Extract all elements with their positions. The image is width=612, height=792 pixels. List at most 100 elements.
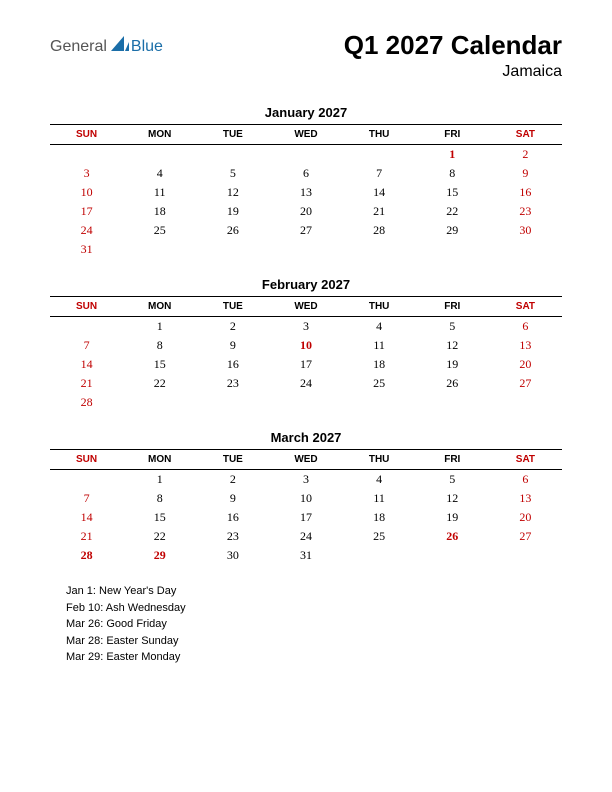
calendar-cell: 19 xyxy=(416,355,489,374)
calendar-cell: 12 xyxy=(416,489,489,508)
calendar-cell: 20 xyxy=(489,355,562,374)
calendar-cell: 8 xyxy=(416,164,489,183)
calendar-cell xyxy=(269,145,342,165)
month-block: March 2027SUNMONTUEWEDTHUFRISAT123456789… xyxy=(50,430,562,565)
calendar-row: 3456789 xyxy=(50,164,562,183)
calendar-cell xyxy=(343,145,416,165)
calendar-cell: 25 xyxy=(123,221,196,240)
calendar-cell: 9 xyxy=(196,336,269,355)
calendar-cell: 11 xyxy=(343,489,416,508)
day-header: FRI xyxy=(416,297,489,317)
calendar-row: 14151617181920 xyxy=(50,355,562,374)
calendar-cell: 9 xyxy=(489,164,562,183)
calendar-cell: 3 xyxy=(269,470,342,490)
logo: General Blue xyxy=(50,36,163,57)
calendar-cell: 25 xyxy=(343,527,416,546)
month-title: January 2027 xyxy=(50,105,562,120)
calendar-cell: 22 xyxy=(123,374,196,393)
calendar-row: 14151617181920 xyxy=(50,508,562,527)
calendar-cell xyxy=(123,240,196,259)
calendar-cell: 21 xyxy=(343,202,416,221)
calendar-cell: 23 xyxy=(196,527,269,546)
calendar-cell: 6 xyxy=(489,317,562,337)
calendar-cell: 11 xyxy=(343,336,416,355)
month-title: February 2027 xyxy=(50,277,562,292)
calendar-cell: 26 xyxy=(196,221,269,240)
calendar-cell: 19 xyxy=(196,202,269,221)
calendar-cell: 1 xyxy=(123,317,196,337)
calendar-cell: 28 xyxy=(50,393,123,412)
calendar-row: 21222324252627 xyxy=(50,374,562,393)
calendar-row: 21222324252627 xyxy=(50,527,562,546)
calendar-cell: 2 xyxy=(489,145,562,165)
calendar-cell: 31 xyxy=(50,240,123,259)
calendar-cell xyxy=(416,546,489,565)
day-header: SUN xyxy=(50,125,123,145)
calendar-cell: 5 xyxy=(416,470,489,490)
holiday-entry: Mar 29: Easter Monday xyxy=(66,649,562,666)
calendar-cell: 24 xyxy=(50,221,123,240)
calendar-cell xyxy=(416,393,489,412)
calendar-row: 78910111213 xyxy=(50,489,562,508)
calendar-cell: 2 xyxy=(196,470,269,490)
calendar-cell xyxy=(343,546,416,565)
calendar-cell: 27 xyxy=(489,374,562,393)
calendar-cell: 10 xyxy=(50,183,123,202)
calendar-cell: 10 xyxy=(269,489,342,508)
calendar-cell xyxy=(196,240,269,259)
calendar-cell: 19 xyxy=(416,508,489,527)
calendar-cell xyxy=(416,240,489,259)
calendar-cell: 27 xyxy=(489,527,562,546)
calendar-cell: 30 xyxy=(196,546,269,565)
day-header: TUE xyxy=(196,450,269,470)
calendar-row: 17181920212223 xyxy=(50,202,562,221)
calendar-cell: 11 xyxy=(123,183,196,202)
calendar-cell: 6 xyxy=(489,470,562,490)
calendar-cell: 8 xyxy=(123,336,196,355)
calendar-cell xyxy=(343,393,416,412)
calendar-row: 28 xyxy=(50,393,562,412)
calendar-cell: 14 xyxy=(50,355,123,374)
day-header: SAT xyxy=(489,297,562,317)
day-header: MON xyxy=(123,297,196,317)
calendar-cell: 24 xyxy=(269,527,342,546)
calendar-cell: 2 xyxy=(196,317,269,337)
calendar-cell: 21 xyxy=(50,374,123,393)
calendar-cell: 26 xyxy=(416,374,489,393)
calendar-cell: 17 xyxy=(50,202,123,221)
day-header: THU xyxy=(343,297,416,317)
day-header: SUN xyxy=(50,450,123,470)
day-header: WED xyxy=(269,450,342,470)
calendar-cell: 5 xyxy=(196,164,269,183)
calendar-cell: 7 xyxy=(343,164,416,183)
calendar-row: 31 xyxy=(50,240,562,259)
calendar-row: 10111213141516 xyxy=(50,183,562,202)
calendar-table: SUNMONTUEWEDTHUFRISAT1234567891011121314… xyxy=(50,124,562,259)
calendar-cell: 26 xyxy=(416,527,489,546)
calendar-cell: 24 xyxy=(269,374,342,393)
calendar-cell xyxy=(123,393,196,412)
calendar-cell: 15 xyxy=(123,355,196,374)
calendar-cell: 29 xyxy=(416,221,489,240)
calendar-row: 78910111213 xyxy=(50,336,562,355)
calendar-cell: 3 xyxy=(50,164,123,183)
page-title: Q1 2027 Calendar xyxy=(344,30,562,61)
calendar-cell: 28 xyxy=(50,546,123,565)
day-header: THU xyxy=(343,125,416,145)
calendar-cell: 14 xyxy=(50,508,123,527)
calendar-cell xyxy=(489,546,562,565)
calendar-cell xyxy=(489,240,562,259)
calendar-cell xyxy=(50,470,123,490)
calendar-cell xyxy=(50,317,123,337)
calendar-cell: 12 xyxy=(416,336,489,355)
calendar-cell: 17 xyxy=(269,508,342,527)
month-title: March 2027 xyxy=(50,430,562,445)
calendar-cell: 16 xyxy=(196,508,269,527)
day-header: WED xyxy=(269,297,342,317)
calendar-cell: 12 xyxy=(196,183,269,202)
calendar-cell: 20 xyxy=(489,508,562,527)
calendar-cell: 10 xyxy=(269,336,342,355)
page-subtitle: Jamaica xyxy=(344,63,562,81)
calendar-cell: 23 xyxy=(196,374,269,393)
calendar-row: 123456 xyxy=(50,470,562,490)
